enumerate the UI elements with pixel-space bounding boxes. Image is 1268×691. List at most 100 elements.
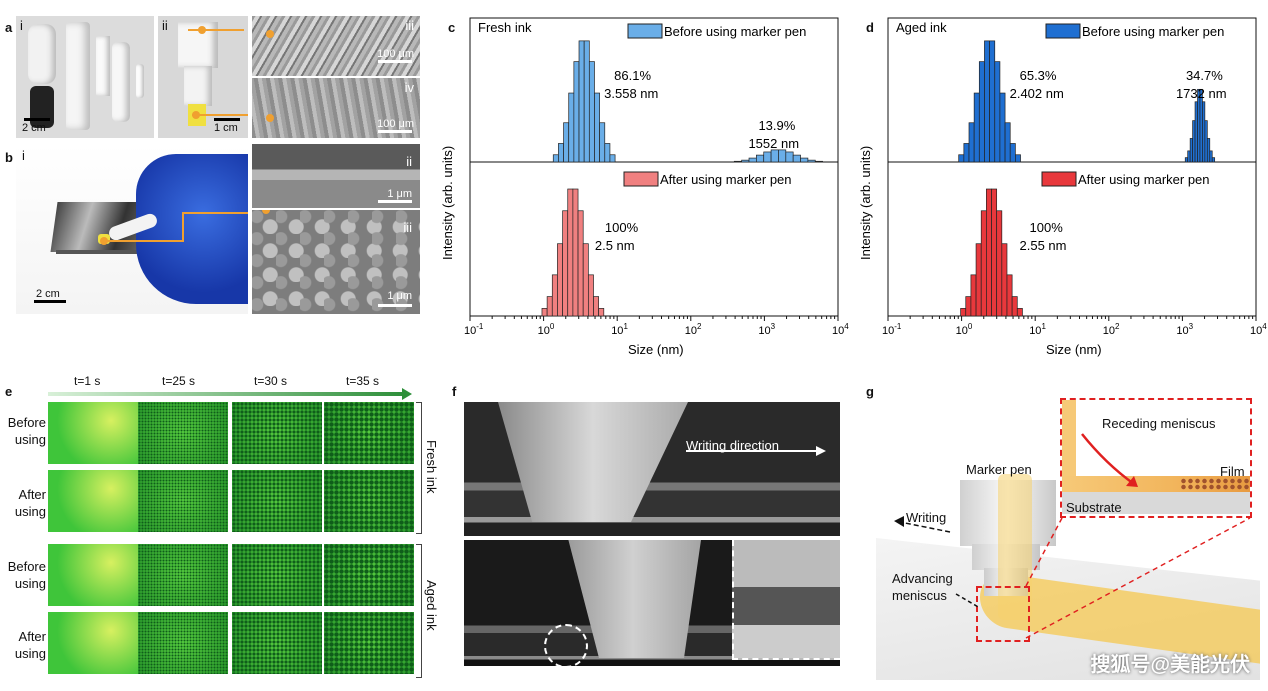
histogram-bar: [588, 61, 595, 163]
x-tick-label: 100: [956, 322, 973, 337]
droplet-image-tile: [324, 544, 414, 606]
x-axis-label: Size (nm): [1046, 342, 1102, 357]
histogram-bar: [1194, 101, 1198, 163]
peak-percent-label: 65.3%: [1020, 68, 1057, 83]
histogram-bar: [800, 157, 809, 163]
histogram-bar: [989, 40, 996, 163]
scale-bar-a-iv: 100 μm: [377, 118, 414, 130]
histogram-bar: [984, 40, 990, 163]
histogram-bar: [558, 143, 564, 163]
panel-a-label: a: [5, 20, 13, 35]
legend-label: Before using marker pen: [1082, 24, 1224, 39]
histogram-bar: [1192, 120, 1196, 163]
x-tick-label: 103: [758, 322, 775, 337]
receding-meniscus-label: Receding meniscus: [1102, 416, 1216, 431]
histogram-bar: [598, 308, 605, 317]
histogram-bar: [980, 210, 987, 317]
panel-f-top-image: Writing direction: [464, 402, 840, 536]
legend-label: After using marker pen: [660, 172, 792, 187]
panel-d-label: d: [866, 20, 874, 35]
y-axis-label: Intensity (arb. units): [858, 146, 873, 260]
histogram-bar: [999, 92, 1006, 163]
panel-b-ii-sem: ii 1 μm: [252, 144, 420, 208]
histogram-bar: [1184, 157, 1189, 163]
scale-bar-b-i: 2 cm: [36, 288, 60, 300]
droplet-image-tile: [232, 470, 322, 532]
x-tick-label: 103: [1176, 322, 1193, 337]
histogram-bar: [792, 154, 801, 163]
panel-a-iv-sem: iv 100 μm: [252, 78, 420, 138]
peak-percent-label: 86.1%: [614, 68, 651, 83]
peak-size-label: 2.5 nm: [595, 238, 635, 253]
x-axis-label: Size (nm): [628, 342, 684, 357]
writing-label: Writing: [906, 510, 947, 525]
writing-direction-label: Writing direction: [686, 438, 779, 453]
chart-fresh-ink: 10-1 100 101 102 103 104 Size (nm) Intensity (a…: [440, 17, 849, 357]
peak-size-label: 1552 nm: [748, 136, 799, 151]
x-tick-label: 10-1: [882, 322, 902, 337]
scale-bar-a-i: 2 cm: [22, 122, 46, 134]
substrate-label: Substrate: [1066, 500, 1122, 515]
scale-bar-a-ii: 1 cm: [214, 122, 238, 134]
histogram-bar: [763, 151, 772, 163]
plot-frame: [887, 17, 1257, 317]
droplet-image-tile: [48, 402, 138, 464]
x-tick-label: 10-1: [464, 322, 484, 337]
histogram-bar: [551, 274, 558, 317]
histogram-bar: [557, 243, 563, 317]
histogram-bar: [965, 296, 972, 317]
histogram-bar: [1211, 157, 1216, 163]
legend-label: Before using marker pen: [664, 24, 806, 39]
histogram-bar: [1206, 138, 1211, 163]
x-tick-label: 102: [1103, 322, 1120, 337]
y-axis-label: Intensity (arb. units): [440, 146, 455, 260]
panel-a-ii-photo: ii 1 cm: [158, 16, 248, 138]
histogram-bar: [978, 61, 985, 163]
histogram-bar: [958, 154, 965, 163]
row-label-1: Before using: [7, 415, 46, 447]
peak-size-label: 2.402 nm: [1010, 86, 1064, 101]
time-arrow: [48, 392, 404, 396]
row-label-3: Before using: [7, 559, 46, 591]
histogram-bar: [1189, 138, 1193, 163]
panel-c-label: c: [448, 20, 456, 35]
peak-size-label: 1732 nm: [1176, 86, 1227, 101]
histogram-bar: [604, 143, 611, 163]
histogram-bar: [778, 149, 787, 163]
legend-swatch: [627, 23, 663, 39]
legend-swatch: [1041, 171, 1077, 187]
marker-pen-label: Marker pen: [966, 462, 1032, 477]
histogram-bar: [963, 143, 970, 163]
histogram-bar: [1009, 143, 1016, 163]
peak-percent-label: 13.9%: [758, 118, 795, 133]
histogram-bar: [546, 296, 553, 317]
row-label-4: After using: [14, 629, 46, 661]
histogram-bar: [1016, 308, 1023, 317]
chart-aged-ink: 10-1 100 101 102 103 104 Size (nm) Intensity (a…: [858, 17, 1267, 357]
histogram-bar: [1015, 154, 1021, 163]
histogram-bar: [968, 122, 975, 163]
scale-bar-b-iii: 1 μm: [387, 290, 412, 302]
droplet-image-tile: [138, 402, 228, 464]
histogram-bar: [609, 154, 616, 163]
legend-swatch: [623, 171, 659, 187]
time-label-1: t=1 s: [74, 374, 101, 388]
histogram-bar: [577, 210, 584, 317]
panel-f-label: f: [452, 384, 457, 399]
histogram-bar: [562, 210, 569, 317]
peak-percent-label: 100%: [605, 220, 639, 235]
histogram-bar: [1204, 120, 1208, 163]
panel-g-label: g: [866, 384, 874, 399]
histogram-bar: [563, 122, 570, 163]
histogram-bar: [567, 188, 574, 317]
panel-b-sub-iii: iii: [403, 220, 412, 235]
x-tick-label: 104: [1250, 322, 1267, 337]
histogram-bar: [582, 243, 589, 317]
histogram-bar: [572, 188, 579, 317]
peak-size-label: 3.558 nm: [604, 86, 658, 101]
droplet-image-tile: [324, 612, 414, 674]
histogram-bar: [1187, 150, 1191, 163]
panel-b-sub-ii: ii: [406, 154, 412, 169]
histogram-bar: [970, 274, 977, 317]
histogram-bar: [756, 154, 765, 163]
